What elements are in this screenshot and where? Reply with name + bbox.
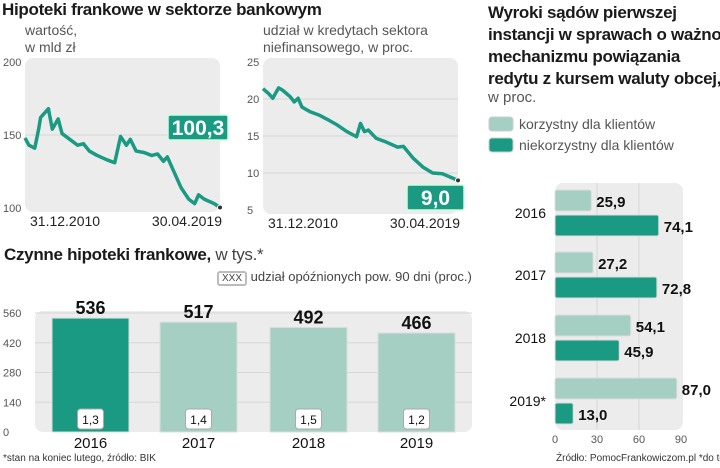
bar-legend-box: XXX xyxy=(217,271,248,286)
y-tick-label: 140 xyxy=(3,397,21,409)
x-tick-label: 90 xyxy=(675,434,687,446)
y-tick-label: 420 xyxy=(3,338,21,350)
x-tick-label: 30.04.2019 xyxy=(152,213,222,229)
delinquency-box xyxy=(77,408,104,430)
value-chart-subtitle: wartość, w mld zł xyxy=(25,22,78,55)
delinquency-box xyxy=(295,408,322,430)
bar-2016-unfavorable xyxy=(554,214,660,237)
delinquency-box xyxy=(185,408,212,430)
y-tick-label: 150 xyxy=(3,130,21,142)
y-tick-label: 20 xyxy=(247,94,259,106)
y-tick-label: 0 xyxy=(3,427,9,439)
bar-value-label: 13,0 xyxy=(578,407,607,424)
delinquency-label: 1,5 xyxy=(300,413,317,427)
y-category-label: 2018 xyxy=(515,330,546,346)
end-point-marker xyxy=(217,204,223,211)
x-category-label: 2017 xyxy=(182,435,215,452)
bar-footnote: *stan na koniec lutego, źródło: BIK xyxy=(3,453,156,464)
bar-chart-title-text: Czynne hipoteki frankowe, xyxy=(4,245,211,264)
last-value-callout xyxy=(406,184,465,211)
bar-legend-label: udział opóźnionych pow. 90 dni (proc.) xyxy=(250,269,472,284)
bar-2018-favorable xyxy=(554,314,632,337)
y-tick-label: 200 xyxy=(3,57,21,69)
x-tick-label: 31.12.2010 xyxy=(30,213,100,229)
x-tick-label: 60 xyxy=(633,434,645,446)
y-tick-label: 560 xyxy=(3,308,21,320)
y-tick-label: 280 xyxy=(3,368,21,380)
bar-chart-title: Czynne hipoteki frankowe, w tys.* xyxy=(4,245,264,265)
x-category-label: 2019 xyxy=(400,435,433,452)
court-chart-title: Wyroki sądów pierwszej instancji w spraw… xyxy=(488,3,720,88)
x-tick-label: 30 xyxy=(591,434,603,446)
data-line xyxy=(261,86,459,183)
court-footnote: Źródło: PomocFrankowiczom.pl *do tej por… xyxy=(556,453,720,464)
last-value-label: 100,3 xyxy=(172,117,225,140)
bar-value-label: 492 xyxy=(293,307,323,327)
bar-value-label: 72,8 xyxy=(662,281,691,298)
x-tick-label: 0 xyxy=(552,434,558,446)
y-category-label: 2016 xyxy=(515,205,546,221)
bar-legend: XXX udział opóźnionych pow. 90 dni (proc… xyxy=(217,269,472,286)
bar-2019*-unfavorable xyxy=(554,402,574,425)
legend-swatch-unfavorable xyxy=(488,137,514,153)
share-chart-subtitle: udział w kredytach sektora niefinansoweg… xyxy=(263,22,428,55)
bar-value-label: 517 xyxy=(183,302,213,322)
delinquency-label: 1,3 xyxy=(82,413,99,427)
bar-2019*-favorable xyxy=(554,377,678,400)
legend-label: korzystny dla klientów xyxy=(519,116,656,132)
last-value-callout xyxy=(167,114,229,141)
y-tick-label: 10 xyxy=(247,168,259,180)
y-category-label: 2017 xyxy=(515,267,546,283)
bar-value-label: 27,2 xyxy=(598,256,627,273)
delinquency-box xyxy=(403,408,430,430)
bar-2016-favorable xyxy=(554,189,592,212)
bar-value-label: 87,0 xyxy=(682,382,711,399)
bar-2017-favorable xyxy=(554,251,594,274)
plot-panel xyxy=(555,183,683,430)
x-tick-label: 31.12.2010 xyxy=(268,215,338,231)
end-point-marker xyxy=(455,177,461,184)
delinquency-label: 1,2 xyxy=(408,413,425,427)
x-tick-label: 30.04.2019 xyxy=(390,215,460,231)
y-tick-label: 25 xyxy=(247,57,259,69)
legend-label: niekorzystny dla klientów xyxy=(519,137,675,153)
bar-value-label: 536 xyxy=(75,298,105,318)
x-category-label: 2018 xyxy=(292,435,325,452)
y-tick-label: 5 xyxy=(247,205,253,217)
y-category-label: 2019* xyxy=(509,393,546,409)
bar-2018-unfavorable xyxy=(554,339,620,362)
delinquency-label: 1,4 xyxy=(190,413,207,427)
y-tick-label: 15 xyxy=(247,131,259,143)
bar-value-label: 54,1 xyxy=(636,319,665,336)
bar-chart-unit: w tys.* xyxy=(215,245,264,264)
last-value-label: 9,0 xyxy=(421,187,450,210)
main-title: Hipoteki frankowe w sektorze bankowym xyxy=(2,0,322,19)
bar-value-label: 45,9 xyxy=(624,344,653,361)
data-line xyxy=(23,106,221,210)
bar-value-label: 466 xyxy=(401,313,431,333)
bar-value-label: 25,9 xyxy=(596,194,625,211)
bar-value-label: 74,1 xyxy=(664,219,693,236)
x-category-label: 2016 xyxy=(74,435,107,452)
court-chart-unit: w proc. xyxy=(488,89,537,106)
y-tick-label: 100 xyxy=(3,203,21,215)
bar-2017-unfavorable xyxy=(554,276,658,299)
legend-swatch-favorable xyxy=(488,116,514,132)
